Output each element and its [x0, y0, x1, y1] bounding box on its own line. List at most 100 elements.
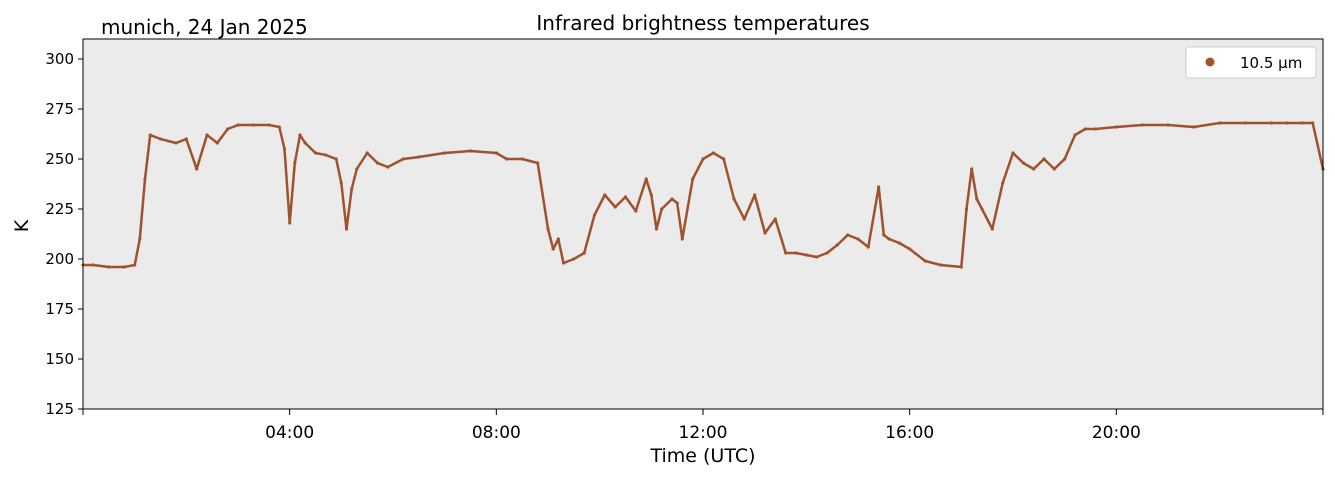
- legend-box: [1185, 46, 1317, 79]
- data-point: [298, 133, 302, 137]
- data-point: [556, 237, 560, 241]
- data-point: [1311, 121, 1315, 125]
- data-point: [505, 157, 509, 161]
- data-point: [417, 155, 421, 159]
- data-point: [375, 161, 380, 165]
- x-tick-label: 16:00: [885, 423, 934, 443]
- data-point: [1083, 127, 1087, 131]
- x-axis-label: Time (UTC): [649, 445, 755, 467]
- data-point: [722, 157, 726, 161]
- data-point: [267, 123, 271, 127]
- data-point: [365, 151, 369, 155]
- data-point: [1052, 167, 1056, 171]
- data-point: [277, 125, 281, 129]
- data-point: [753, 193, 757, 197]
- data-point: [691, 177, 695, 181]
- series-marks: [81, 121, 1325, 269]
- data-point: [908, 247, 912, 251]
- data-point: [91, 263, 95, 267]
- data-point: [970, 167, 974, 171]
- data-point: [644, 177, 648, 181]
- chart-title: Infrared brightness temperatures: [536, 11, 869, 35]
- legend-series-label: 10.5 µm: [1240, 54, 1302, 72]
- data-point: [184, 137, 188, 141]
- data-point: [882, 233, 886, 237]
- data-point: [282, 147, 287, 151]
- data-point: [1021, 161, 1025, 165]
- data-point: [561, 261, 566, 265]
- data-point: [856, 237, 860, 241]
- data-point: [551, 247, 555, 251]
- y-tick-label: 200: [45, 250, 74, 268]
- data-point: [939, 263, 943, 267]
- data-point: [158, 137, 163, 141]
- data-point: [572, 257, 576, 261]
- data-point: [334, 157, 338, 161]
- data-point: [546, 227, 550, 231]
- data-point: [1073, 133, 1077, 137]
- x-tick-label: 12:00: [679, 423, 728, 443]
- y-axis-label: K: [11, 219, 33, 232]
- data-point: [975, 197, 979, 201]
- data-point: [923, 259, 927, 263]
- data-point: [742, 217, 746, 221]
- data-point: [195, 167, 199, 171]
- data-point: [303, 141, 307, 145]
- data-point: [107, 265, 111, 269]
- x-axis: 04:00 08:00 12:00 16:00 20:00: [82, 409, 1324, 443]
- data-point: [520, 157, 524, 161]
- data-point: [1063, 157, 1067, 161]
- data-point: [1032, 167, 1036, 171]
- data-point: [603, 193, 607, 197]
- data-point: [215, 141, 219, 145]
- x-tick-label: 04:00: [265, 423, 314, 443]
- data-point: [443, 151, 447, 155]
- data-point: [711, 151, 715, 155]
- data-point: [1042, 157, 1046, 161]
- data-point: [763, 231, 767, 235]
- data-point: [613, 205, 617, 209]
- y-tick-label: 300: [45, 50, 74, 68]
- data-point: [494, 151, 498, 155]
- location-date-label: munich, 24 Jan 2025: [101, 15, 308, 39]
- data-point: [592, 213, 597, 217]
- data-point: [980, 207, 984, 211]
- data-point: [536, 161, 540, 165]
- data-point: [1243, 121, 1248, 125]
- x-tick-label: 20:00: [1092, 423, 1141, 443]
- data-point: [670, 197, 674, 201]
- data-point: [773, 217, 777, 221]
- y-tick-label: 225: [45, 200, 74, 218]
- data-point: [1140, 123, 1144, 127]
- data-point: [468, 149, 473, 153]
- data-point: [846, 233, 850, 237]
- data-point: [350, 187, 354, 191]
- data-point: [344, 227, 349, 231]
- data-point: [226, 127, 230, 131]
- data-point: [959, 265, 963, 269]
- x-tick-label: 08:00: [472, 423, 521, 443]
- data-point: [835, 243, 839, 247]
- data-point: [288, 221, 292, 225]
- data-point: [236, 123, 240, 127]
- data-point: [1192, 125, 1196, 129]
- data-point: [654, 227, 659, 231]
- data-point: [1285, 121, 1289, 125]
- data-point: [660, 207, 664, 211]
- data-point: [582, 251, 586, 255]
- data-point: [324, 153, 328, 157]
- data-point: [887, 237, 891, 241]
- data-point: [205, 133, 209, 137]
- y-axis: 125 150 175 200 225 250 275 300: [45, 50, 83, 418]
- data-point: [1094, 127, 1098, 131]
- data-point: [401, 157, 405, 161]
- data-point: [701, 157, 705, 161]
- y-tick-label: 250: [45, 150, 74, 168]
- data-point: [1269, 121, 1273, 125]
- data-point: [339, 181, 343, 185]
- series-line: [83, 121, 1325, 269]
- data-point: [732, 197, 736, 201]
- y-tick-label: 275: [45, 100, 74, 118]
- data-point: [122, 265, 126, 269]
